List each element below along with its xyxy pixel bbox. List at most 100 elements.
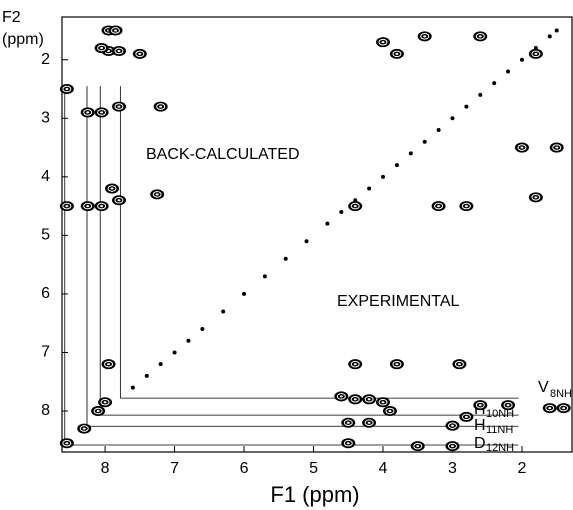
peak: [101, 359, 116, 370]
diagonal-peak: [547, 34, 552, 39]
peak: [376, 397, 391, 408]
x-tick-label: 3: [448, 460, 457, 477]
peak: [94, 201, 109, 212]
diagonal-peak: [478, 92, 483, 97]
peak: [473, 31, 488, 42]
peak-contour: [555, 146, 559, 149]
peak-contour: [392, 360, 402, 368]
peak-contour: [62, 85, 72, 93]
peak: [362, 394, 377, 405]
peak-contour: [385, 407, 395, 415]
peak: [348, 201, 363, 212]
peak: [94, 107, 109, 118]
peak-contour: [83, 202, 93, 210]
peak-contour: [392, 50, 402, 58]
peak-contour: [413, 442, 423, 450]
peak-contour: [388, 410, 392, 413]
diagonal-peak: [242, 291, 247, 296]
peak-contour: [475, 33, 485, 40]
peak-contour: [367, 421, 371, 424]
peak-contour: [62, 202, 72, 210]
peak-contour: [117, 199, 121, 202]
peak-contour: [339, 395, 343, 398]
peak-contour: [155, 193, 159, 196]
peak-contour: [447, 422, 457, 429]
peak-contour: [437, 205, 441, 208]
x-tick-label: 5: [309, 460, 318, 477]
diagonal-peak: [381, 174, 386, 179]
peak-contour: [104, 360, 114, 368]
peak-contour: [97, 44, 107, 52]
y-tick-label: 8: [41, 402, 50, 419]
peak-contour: [353, 363, 357, 366]
peak-contour: [434, 202, 444, 210]
peak-contour: [353, 205, 357, 208]
peak: [80, 201, 95, 212]
assignment-label: D: [474, 435, 486, 452]
peak-contour: [83, 109, 93, 116]
peak-contour: [364, 396, 374, 403]
peak-contour: [552, 144, 562, 151]
diagonal-peak: [506, 69, 511, 74]
peak: [410, 441, 425, 452]
peak-contour: [86, 205, 90, 208]
peak-contour: [534, 52, 538, 55]
peak-contour: [114, 196, 124, 204]
peak-contour: [395, 363, 399, 366]
peak-contour: [336, 393, 346, 400]
y-axis-unit: (ppm): [2, 31, 44, 48]
x-tick-label: 7: [170, 460, 179, 477]
peak-contour: [82, 427, 86, 430]
y-tick-label: 5: [41, 227, 50, 244]
peak: [59, 438, 74, 449]
diagonal-peak: [221, 309, 226, 314]
x-tick-label: 4: [379, 460, 388, 477]
peak: [150, 189, 165, 200]
peak: [528, 48, 543, 59]
peak-contour: [517, 144, 527, 151]
peak-contour: [346, 442, 350, 445]
peak: [348, 359, 363, 370]
peak-contour: [520, 146, 524, 149]
peak-contour: [350, 360, 360, 368]
assignment-sub: 12NH: [486, 442, 514, 454]
diagonal-peak: [394, 163, 399, 168]
annotation: EXPERIMENTAL: [337, 293, 460, 310]
peak-contour: [562, 407, 566, 410]
x-tick-label: 2: [518, 460, 527, 477]
peak-contour: [423, 35, 427, 38]
peak-contour: [381, 401, 385, 404]
peak-contour: [548, 407, 552, 410]
peak-contour: [135, 50, 145, 58]
diagonal-peak: [186, 338, 191, 343]
peak-contour: [531, 50, 541, 58]
peak: [105, 183, 120, 194]
peak-contour: [378, 398, 388, 406]
diagonal-peak: [492, 81, 497, 86]
peak: [59, 84, 74, 95]
diagonal-peak: [519, 57, 524, 62]
peak-contour: [416, 445, 420, 448]
peak-contour: [100, 111, 104, 114]
peak-contour: [531, 194, 541, 201]
annotation: BACK-CALCULATED: [146, 146, 300, 163]
diagonal-peak: [533, 46, 538, 51]
peak: [94, 43, 109, 54]
peak: [417, 31, 432, 42]
peak: [91, 406, 106, 417]
diagonal-peak: [200, 327, 205, 332]
peak-contour: [534, 196, 538, 199]
peak-contour: [381, 41, 385, 44]
peak: [111, 195, 126, 206]
y-tick-label: 6: [41, 285, 50, 302]
diagonal-peak: [339, 209, 344, 214]
peak: [445, 441, 460, 452]
diagonal-peak: [422, 139, 427, 144]
diagonal-peak: [325, 221, 330, 226]
diagonal-peak: [262, 274, 267, 279]
peak-contour: [461, 202, 471, 210]
peak-contour: [97, 109, 107, 116]
peak: [341, 438, 356, 449]
assignment-label: H: [474, 417, 486, 434]
